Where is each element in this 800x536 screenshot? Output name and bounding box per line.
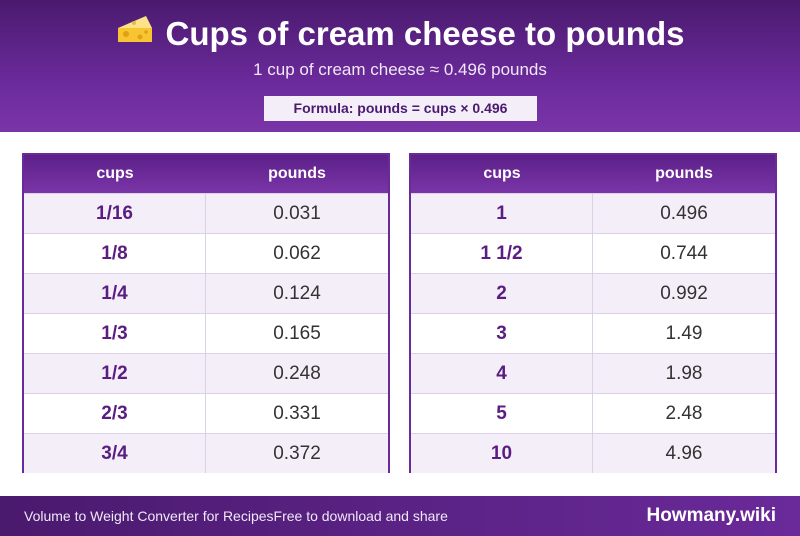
column-header-cups: cups [96, 165, 134, 182]
pounds-cell: 0.062 [273, 243, 321, 264]
conversion-table-left: cups pounds 1/16 0.031 1/8 0.062 1/4 0.124 … [22, 153, 390, 473]
table-row: 10 4.96 [411, 433, 775, 473]
table-header: cups pounds [411, 155, 775, 193]
pounds-cell: 0.124 [273, 283, 321, 304]
pounds-cell: 0.331 [273, 403, 321, 424]
table-row: 4 1.98 [411, 353, 775, 393]
pounds-cell: 1.98 [665, 363, 703, 384]
cups-cell: 1/16 [24, 194, 206, 233]
cups-cell: 1/8 [24, 234, 206, 273]
table-row: 1/8 0.062 [24, 233, 388, 273]
table-row: 1 0.496 [411, 193, 775, 233]
pounds-cell: 2.48 [665, 403, 703, 424]
table-row: 1/4 0.124 [24, 273, 388, 313]
table-row: 3/4 0.372 [24, 433, 388, 473]
pounds-cell: 0.992 [660, 283, 708, 304]
cups-cell: 3/4 [24, 434, 206, 473]
column-header-pounds: pounds [655, 165, 713, 182]
table-body: 1 0.496 1 1/2 0.744 2 0.992 3 1.49 4 1.98 5 2.… [411, 193, 775, 473]
cheese-icon [116, 13, 154, 53]
cups-cell: 1/4 [24, 274, 206, 313]
table-row: 1/3 0.165 [24, 313, 388, 353]
header: Cups of cream cheese to pounds 1 cup of … [0, 0, 800, 132]
footer-text-share: Free to download and share [273, 508, 448, 524]
cups-cell: 4 [411, 354, 593, 393]
formula-box: Formula: pounds = cups × 0.496 [264, 96, 537, 121]
pounds-cell: 0.372 [273, 443, 321, 464]
subtitle: 1 cup of cream cheese ≈ 0.496 pounds [253, 60, 547, 79]
table-row: 3 1.49 [411, 313, 775, 353]
conversion-table-right: cups pounds 1 0.496 1 1/2 0.744 2 0.992 3 1.… [409, 153, 777, 473]
pounds-cell: 0.165 [273, 323, 321, 344]
table-header: cups pounds [24, 155, 388, 193]
cups-cell: 1/3 [24, 314, 206, 353]
cups-cell: 1 [411, 194, 593, 233]
table-row: 2 0.992 [411, 273, 775, 313]
cups-cell: 5 [411, 394, 593, 433]
column-header-pounds: pounds [268, 165, 326, 182]
cups-cell: 1 1/2 [411, 234, 593, 273]
footer: Volume to Weight Converter for RecipesFr… [0, 496, 800, 536]
pounds-cell: 0.031 [273, 203, 321, 224]
page-title: Cups of cream cheese to pounds [0, 14, 800, 56]
title-text: Cups of cream cheese to pounds [165, 15, 685, 52]
cups-cell: 10 [411, 434, 593, 473]
footer-tagline: Volume to Weight Converter for RecipesFr… [24, 496, 448, 536]
cups-cell: 2 [411, 274, 593, 313]
cups-cell: 1/2 [24, 354, 206, 393]
table-body: 1/16 0.031 1/8 0.062 1/4 0.124 1/3 0.165 1/2… [24, 193, 388, 473]
table-row: 1 1/2 0.744 [411, 233, 775, 273]
pounds-cell: 1.49 [665, 323, 703, 344]
footer-text-converter: Volume to Weight Converter for Recipes [24, 508, 274, 524]
pounds-cell: 0.496 [660, 203, 708, 224]
table-row: 5 2.48 [411, 393, 775, 433]
cups-cell: 3 [411, 314, 593, 353]
cups-cell: 2/3 [24, 394, 206, 433]
brand-logo[interactable]: Howmany.wiki [646, 505, 776, 526]
pounds-cell: 0.744 [660, 243, 708, 264]
table-row: 1/16 0.031 [24, 193, 388, 233]
column-header-cups: cups [483, 165, 521, 182]
table-row: 1/2 0.248 [24, 353, 388, 393]
pounds-cell: 0.248 [273, 363, 321, 384]
table-row: 2/3 0.331 [24, 393, 388, 433]
pounds-cell: 4.96 [665, 443, 703, 464]
